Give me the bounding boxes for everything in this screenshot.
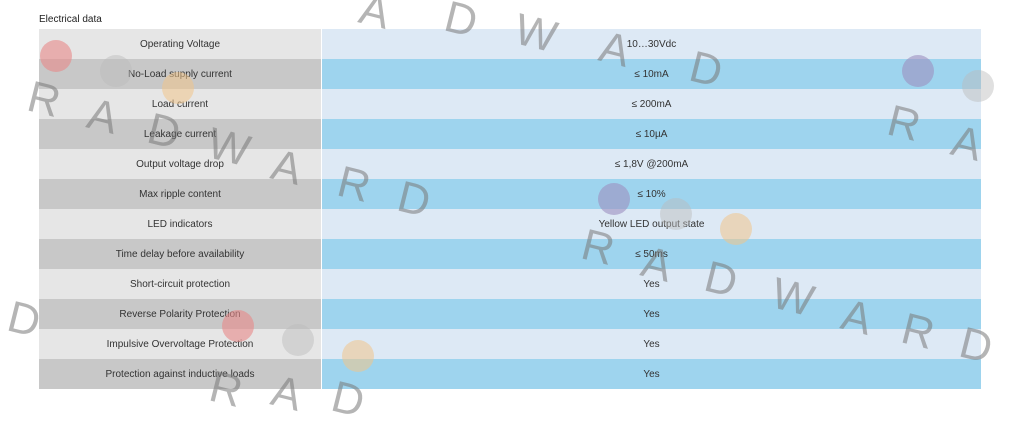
table-row: Max ripple content ≤ 10%: [39, 179, 981, 209]
row-label: Operating Voltage: [39, 29, 322, 59]
row-value: ≤ 10µA: [321, 119, 981, 149]
row-value: Yes: [321, 269, 981, 299]
table-row: Operating Voltage 10…30Vdc: [39, 29, 981, 59]
table-row: LED indicators Yellow LED output state: [39, 209, 981, 239]
row-label: Protection against inductive loads: [39, 359, 322, 389]
row-value: Yellow LED output state: [321, 209, 981, 239]
row-label: Max ripple content: [39, 179, 322, 209]
row-label: Output voltage drop: [39, 149, 322, 179]
row-value: Yes: [321, 359, 981, 389]
table-row: Impulsive Overvoltage Protection Yes: [39, 329, 981, 359]
row-label: LED indicators: [39, 209, 322, 239]
table-row: Output voltage drop ≤ 1,8V @200mA: [39, 149, 981, 179]
row-value: Yes: [321, 299, 981, 329]
table-row: Leakage current ≤ 10µA: [39, 119, 981, 149]
table-row: Protection against inductive loads Yes: [39, 359, 981, 389]
row-value: 10…30Vdc: [321, 29, 981, 59]
row-value: Yes: [321, 329, 981, 359]
row-label: Load current: [39, 89, 322, 119]
row-label: No-Load supply current: [39, 59, 322, 89]
row-value: ≤ 1,8V @200mA: [321, 149, 981, 179]
row-label: Short-circuit protection: [39, 269, 322, 299]
row-label: Reverse Polarity Protection: [39, 299, 322, 329]
electrical-data-table: Operating Voltage 10…30Vdc No-Load suppl…: [39, 29, 981, 389]
row-value: ≤ 10%: [321, 179, 981, 209]
section-title: Electrical data: [39, 14, 102, 25]
row-value: ≤ 200mA: [321, 89, 981, 119]
table-row: No-Load supply current ≤ 10mA: [39, 59, 981, 89]
table-row: Time delay before availability ≤ 50ms: [39, 239, 981, 269]
table-row: Load current ≤ 200mA: [39, 89, 981, 119]
table-row: Reverse Polarity Protection Yes: [39, 299, 981, 329]
row-value: ≤ 50ms: [321, 239, 981, 269]
row-label: Leakage current: [39, 119, 322, 149]
row-label: Impulsive Overvoltage Protection: [39, 329, 322, 359]
table-row: Short-circuit protection Yes: [39, 269, 981, 299]
row-value: ≤ 10mA: [321, 59, 981, 89]
row-label: Time delay before availability: [39, 239, 322, 269]
